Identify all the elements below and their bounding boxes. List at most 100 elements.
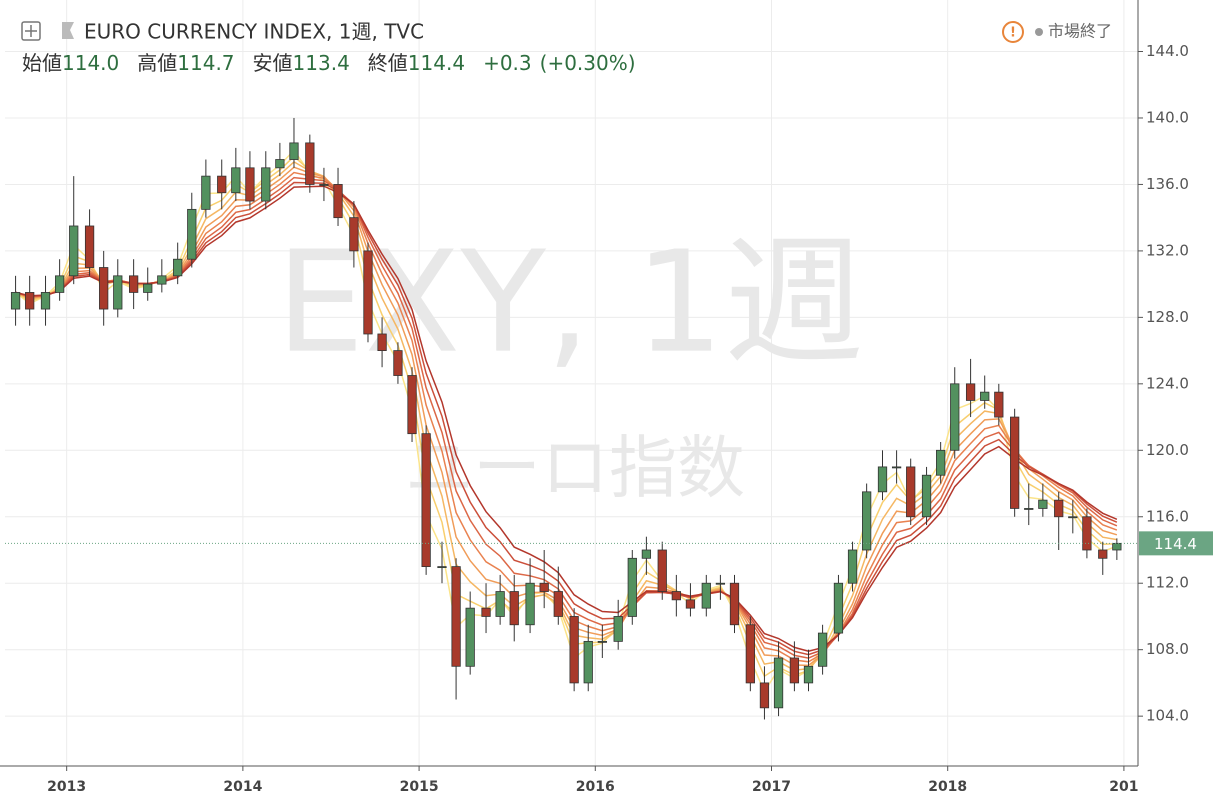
- x-tick-label: 2013: [47, 779, 86, 795]
- y-tick-label: 108.0: [1146, 640, 1189, 658]
- candle-body: [363, 250, 373, 335]
- ma-line: [15, 181, 1118, 656]
- candle-body: [525, 582, 535, 626]
- x-tick-label: 2014: [223, 779, 262, 795]
- candles: [10, 117, 1122, 720]
- ma-line: [15, 155, 1117, 678]
- y-tick-label: 144.0: [1146, 42, 1189, 60]
- candle-body: [54, 275, 65, 293]
- ohlc-value: 114.0: [62, 51, 119, 75]
- candle-body: [245, 167, 255, 202]
- ohlc-text: 始値114.0 高値114.7 安値113.4 終値114.4 +0.3 (+0.30%): [22, 51, 636, 75]
- candle-body: [1098, 549, 1108, 559]
- candle-body: [994, 391, 1004, 418]
- candle-body: [906, 466, 916, 518]
- candle-body: [349, 217, 359, 252]
- candle-body: [1112, 542, 1122, 551]
- candle-body: [627, 557, 637, 617]
- candle-body: [421, 433, 431, 568]
- candle-body: [187, 208, 197, 260]
- y-tick-label: 132.0: [1146, 241, 1189, 259]
- candle-body: [729, 582, 740, 626]
- candle-body: [833, 582, 844, 634]
- status-dot: [1035, 28, 1043, 36]
- candle-body: [99, 267, 109, 310]
- candle-body: [201, 175, 211, 210]
- candle-body: [1082, 516, 1092, 551]
- candle-body: [143, 283, 153, 293]
- candle-body: [773, 657, 784, 709]
- warning-icon[interactable]: [1002, 21, 1024, 43]
- axes: 104.0 108.0 112.0 116.0 120.0 124.0 128.0 132.0…: [47, 42, 1189, 795]
- y-tick-label: 136.0: [1146, 175, 1189, 193]
- y-tick-label: 120.0: [1146, 441, 1189, 459]
- watermark-name: ユーロ指数: [405, 430, 745, 509]
- candle-body: [393, 350, 403, 376]
- warning-mark: !: [1010, 26, 1016, 41]
- candle-body: [877, 466, 888, 493]
- candle-body: [40, 292, 51, 310]
- y-tick-label: 112.0: [1146, 574, 1189, 592]
- candle-body: [965, 383, 976, 401]
- candle-body: [333, 184, 343, 219]
- candle-body: [641, 549, 652, 559]
- candle-body: [1054, 499, 1064, 518]
- ohlc-label: 安値: [253, 51, 293, 75]
- candle-body: [921, 474, 932, 518]
- candle-body: [407, 375, 417, 435]
- candle-body: [817, 632, 828, 667]
- candle-body: [701, 582, 711, 609]
- y-tick-label: 104.0: [1146, 707, 1189, 725]
- candle-body: [1068, 516, 1078, 519]
- candle-body: [569, 616, 579, 684]
- ohlc-label: 始値: [22, 51, 62, 75]
- candle-body: [465, 607, 475, 667]
- candle-body: [891, 466, 902, 469]
- last-price-label: 114.4: [1154, 535, 1197, 553]
- add-icon-plus: [25, 25, 37, 37]
- x-tick-label: 2018: [928, 779, 967, 795]
- y-tick-label: 128.0: [1146, 308, 1189, 326]
- candle-body: [437, 566, 447, 569]
- ma-line: [15, 171, 1118, 663]
- candle-body: [980, 391, 990, 401]
- ma-line: [15, 149, 1118, 694]
- x-tick-label: 201: [1109, 779, 1138, 795]
- candle-body: [275, 159, 285, 169]
- candle-body: [936, 449, 946, 476]
- x-tick-label: 2017: [752, 779, 791, 795]
- candle-body: [1024, 508, 1034, 510]
- ma-line: [15, 166, 1118, 667]
- candle-body: [10, 292, 21, 310]
- add-icon[interactable]: [21, 21, 41, 41]
- candle-body: [583, 640, 593, 684]
- ohlc-label: 終値: [368, 51, 408, 75]
- candle-body: [481, 607, 491, 617]
- x-tick-label: 2015: [400, 779, 439, 795]
- candle-body: [862, 491, 872, 551]
- y-tick-label: 140.0: [1146, 108, 1189, 126]
- candle-body: [261, 167, 271, 202]
- candle-body: [509, 591, 519, 626]
- ohlc-legend: 始値114.0 高値114.7 安値113.4 終値114.4 +0.3 (+0.30%): [22, 51, 636, 75]
- y-tick-label: 124.0: [1146, 374, 1189, 392]
- ma-line: [15, 185, 1118, 652]
- candle-body: [671, 591, 681, 601]
- grid: [5, 0, 1138, 766]
- candle-body: [613, 616, 623, 642]
- candle-body: [113, 275, 123, 310]
- candle-body: [657, 549, 667, 592]
- ohlc-label: 高値: [137, 51, 177, 75]
- candle-body: [69, 225, 79, 277]
- candle-body: [745, 624, 755, 684]
- chart-title[interactable]: EURO CURRENCY INDEX, 1週, TVC: [84, 20, 424, 44]
- candle-body: [84, 225, 95, 268]
- candle-body: [847, 549, 858, 584]
- last-price-box: [1139, 531, 1213, 556]
- ribbon: [15, 149, 1118, 694]
- candle-body: [759, 682, 770, 709]
- candle-body: [950, 383, 960, 451]
- candle-body: [217, 175, 227, 194]
- candle-body: [377, 333, 387, 351]
